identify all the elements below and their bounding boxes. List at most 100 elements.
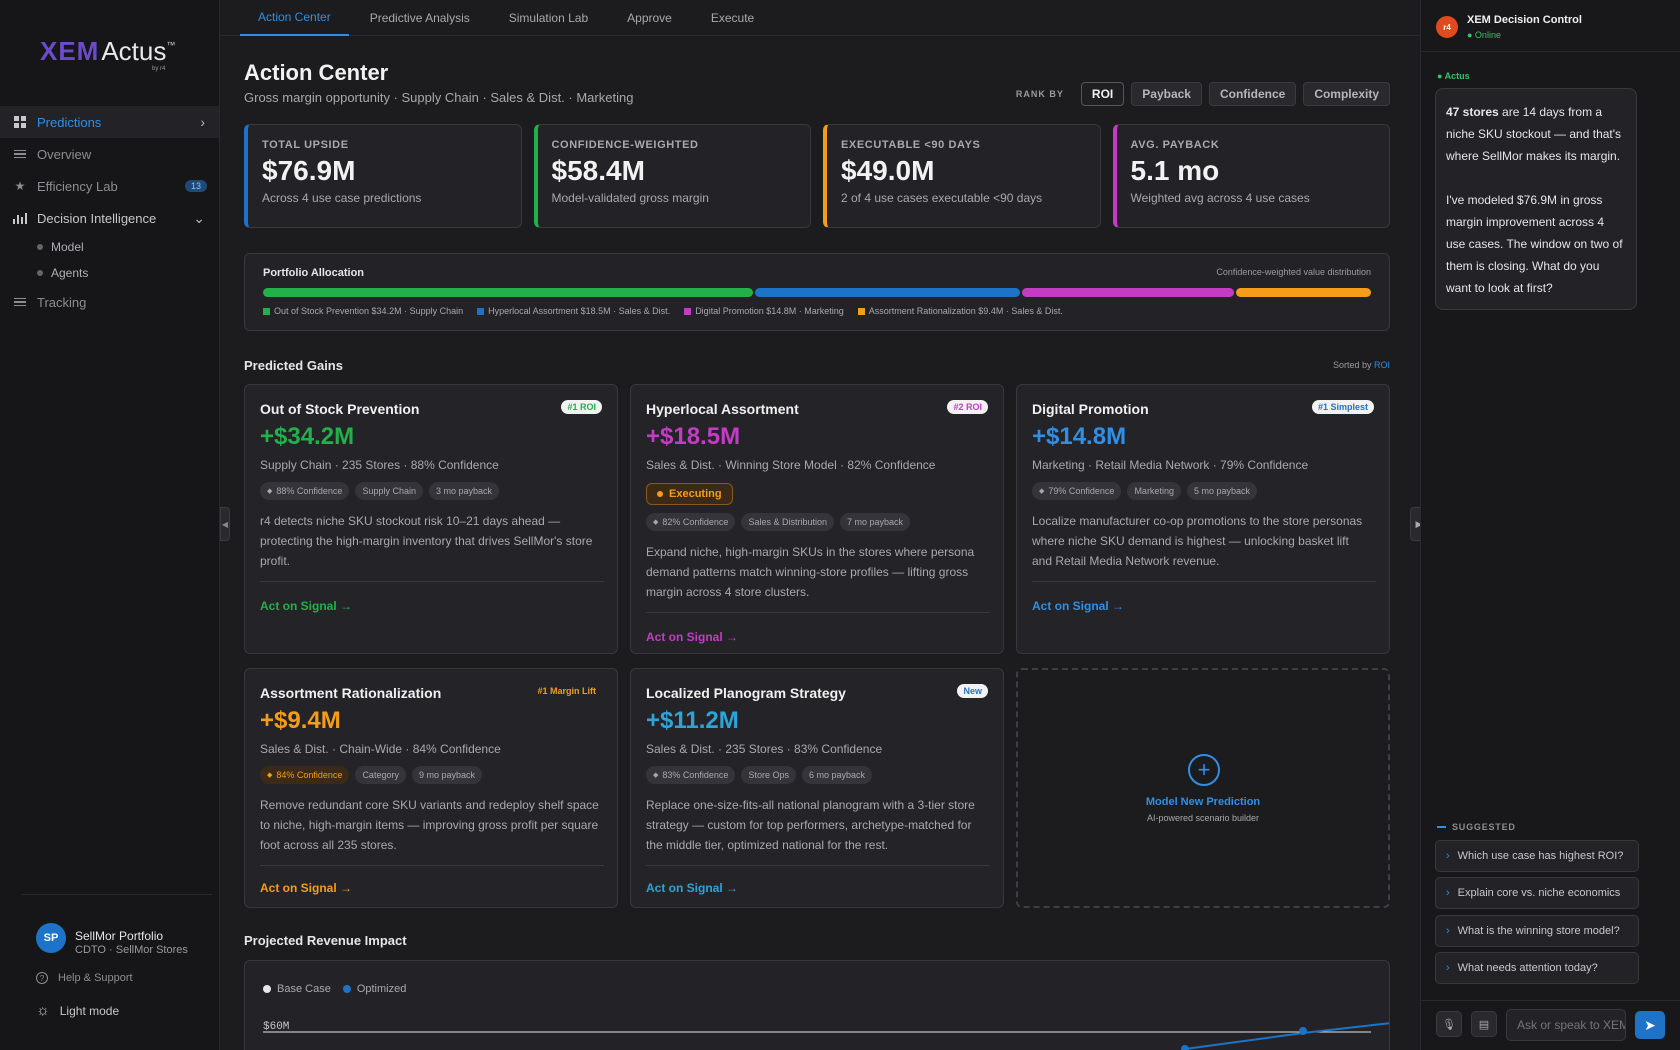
allocation-bar: [263, 288, 1371, 297]
gain-card-localized-planogram[interactable]: Localized Planogram Strategy New +$11.2M…: [630, 668, 1004, 908]
tab-action-center[interactable]: Action Center: [240, 0, 349, 36]
confidence-chip: ◆ 88% Confidence: [260, 482, 350, 500]
gain-card-assortment-rationalization[interactable]: Assortment Rationalization #1 Margin Lif…: [244, 668, 618, 908]
help-link[interactable]: ? Help & Support: [36, 972, 133, 984]
sidebar-item-label: Tracking: [37, 294, 87, 310]
rank-complexity-button[interactable]: Complexity: [1303, 82, 1390, 106]
sidebar-item-efficiency-lab[interactable]: ★ Efficiency Lab 13: [0, 170, 219, 202]
gain-card-digital-promotion[interactable]: Digital Promotion #1 Simplest +$14.8M Ma…: [1016, 384, 1390, 654]
online-status: ● Online: [1467, 30, 1501, 40]
rank-badge: #2 ROI: [947, 400, 988, 414]
optimized-line: [1184, 1022, 1389, 1050]
y-tick-label: $60M: [263, 1021, 289, 1033]
act-on-signal-link[interactable]: Act on Signal →: [1032, 599, 1125, 613]
sidebar-item-overview[interactable]: Overview: [0, 138, 219, 170]
rank-badge: #1 ROI: [561, 400, 602, 414]
projected-revenue-title: Projected Revenue Impact: [244, 933, 407, 948]
tab-execute[interactable]: Execute: [710, 11, 755, 25]
chart-canvas: $60M: [263, 1021, 1389, 1050]
allocation-segment[interactable]: [1236, 288, 1371, 297]
chat-composer: 🎙 ▤ ➤: [1421, 1000, 1680, 1050]
allocation-segment[interactable]: [263, 288, 754, 297]
collapse-sidebar-handle[interactable]: ◀: [220, 507, 230, 541]
act-on-signal-link[interactable]: Act on Signal →: [646, 881, 739, 895]
microphone-button[interactable]: 🎙: [1436, 1011, 1462, 1037]
legend-base-case: Base Case: [263, 983, 331, 995]
act-on-signal-link[interactable]: Act on Signal →: [646, 630, 739, 644]
payback-chip: 7 mo payback: [839, 513, 911, 531]
chevron-right-icon: ›: [1446, 887, 1450, 899]
allocation-segment[interactable]: [755, 288, 1021, 297]
attach-file-button[interactable]: ▤: [1471, 1011, 1497, 1037]
main-content: Action Center Gross margin opportunity ·…: [220, 36, 1420, 1050]
light-mode-toggle[interactable]: ☼ Light mode: [36, 1002, 119, 1019]
kpi-label: AVG. PAYBACK: [1130, 139, 1220, 151]
rank-roi-button[interactable]: ROI: [1080, 82, 1125, 106]
agent-label: ● Actus: [1437, 71, 1470, 81]
legend-swatch-icon: [684, 307, 692, 315]
card-value: +$11.2M: [646, 707, 739, 734]
user-role: CDTO · SellMor Stores: [75, 944, 188, 956]
sidebar-item-label: Efficiency Lab: [37, 178, 118, 194]
panel-title: XEM Decision Control: [1467, 14, 1582, 26]
allocation-legend-item: Out of Stock Prevention $34.2M · Supply …: [263, 306, 463, 316]
chat-input[interactable]: [1506, 1009, 1626, 1041]
rank-confidence-button[interactable]: Confidence: [1208, 82, 1297, 106]
tab-simulation-lab[interactable]: Simulation Lab: [508, 11, 589, 25]
tab-predictive-analysis[interactable]: Predictive Analysis: [369, 11, 470, 25]
help-icon: ?: [36, 972, 48, 984]
act-on-signal-link[interactable]: Act on Signal →: [260, 881, 353, 895]
suggestion-item[interactable]: › What needs attention today?: [1435, 952, 1639, 984]
diamond-icon: ◆: [653, 772, 659, 779]
category-chip: Category: [355, 766, 406, 784]
kpi-sub: Weighted avg across 4 use cases: [1130, 191, 1310, 205]
sidebar-subitem-model[interactable]: Model: [0, 234, 219, 260]
card-divider: [260, 581, 604, 582]
kpi-avg-payback: AVG. PAYBACK 5.1 mo Weighted avg across …: [1112, 124, 1390, 228]
user-profile[interactable]: SP SellMor Portfolio CDTO · SellMor Stor…: [22, 894, 212, 956]
diamond-icon: ◆: [267, 488, 273, 495]
status-dot-icon: [657, 491, 663, 497]
rank-badge: #1 Margin Lift: [537, 686, 596, 696]
act-on-signal-link[interactable]: Act on Signal →: [260, 599, 353, 613]
chevron-right-icon: ▶: [1415, 518, 1423, 529]
sidebar-subitem-agents[interactable]: Agents: [0, 260, 219, 286]
model-new-prediction-card[interactable]: + Model New Prediction AI-powered scenar…: [1016, 668, 1390, 908]
allocation-segment[interactable]: [1022, 288, 1235, 297]
gain-card-hyperlocal-assortment[interactable]: Hyperlocal Assortment #2 ROI +$18.5M Sal…: [630, 384, 1004, 654]
rank-payback-button[interactable]: Payback: [1131, 82, 1202, 106]
card-title: Hyperlocal Assortment: [646, 401, 799, 417]
card-divider: [646, 865, 990, 866]
card-value: +$14.8M: [1032, 423, 1127, 450]
r4-avatar: r4: [1436, 16, 1458, 38]
sidebar: XEM Actus ™ by r4 Predictions › Overview…: [0, 0, 220, 1050]
chevron-down-icon: ⌄: [193, 209, 205, 226]
legend-dot-icon: [342, 985, 351, 993]
sidebar-item-decision-intelligence[interactable]: Decision Intelligence ⌄: [0, 202, 219, 234]
card-title: Digital Promotion: [1032, 401, 1149, 417]
kpi-sub: Across 4 use case predictions: [262, 191, 422, 205]
sidebar-subitem-label: Model: [51, 240, 84, 254]
logo-xem: XEM: [40, 36, 100, 66]
suggestion-item[interactable]: › What is the winning store model?: [1435, 915, 1639, 947]
payback-chip: 9 mo payback: [411, 766, 482, 784]
logo-actus: Actus: [101, 36, 167, 66]
sidebar-item-predictions[interactable]: Predictions ›: [0, 106, 219, 138]
logo[interactable]: XEM Actus ™ by r4: [40, 36, 175, 76]
suggestion-item[interactable]: › Which use case has highest ROI?: [1435, 840, 1639, 872]
rank-by-label: RANK BY: [1015, 89, 1064, 99]
suggestion-item[interactable]: › Explain core vs. niche economics: [1435, 877, 1639, 909]
new-prediction-title: Model New Prediction: [1145, 796, 1261, 808]
sidebar-item-label: Decision Intelligence: [37, 210, 157, 226]
kpi-value: $76.9M: [262, 155, 356, 186]
gain-card-out-of-stock[interactable]: Out of Stock Prevention #1 ROI +$34.2M S…: [244, 384, 618, 654]
card-value: +$34.2M: [260, 423, 355, 450]
tab-approve[interactable]: Approve: [627, 11, 672, 25]
send-button[interactable]: ➤: [1635, 1011, 1665, 1039]
diamond-icon: ◆: [1039, 488, 1045, 495]
sidebar-subitem-label: Agents: [51, 266, 89, 280]
legend-optimized: Optimized: [342, 983, 406, 995]
diamond-icon: ◆: [267, 772, 273, 779]
list-icon: [13, 295, 27, 309]
sidebar-item-tracking[interactable]: Tracking: [0, 286, 219, 318]
